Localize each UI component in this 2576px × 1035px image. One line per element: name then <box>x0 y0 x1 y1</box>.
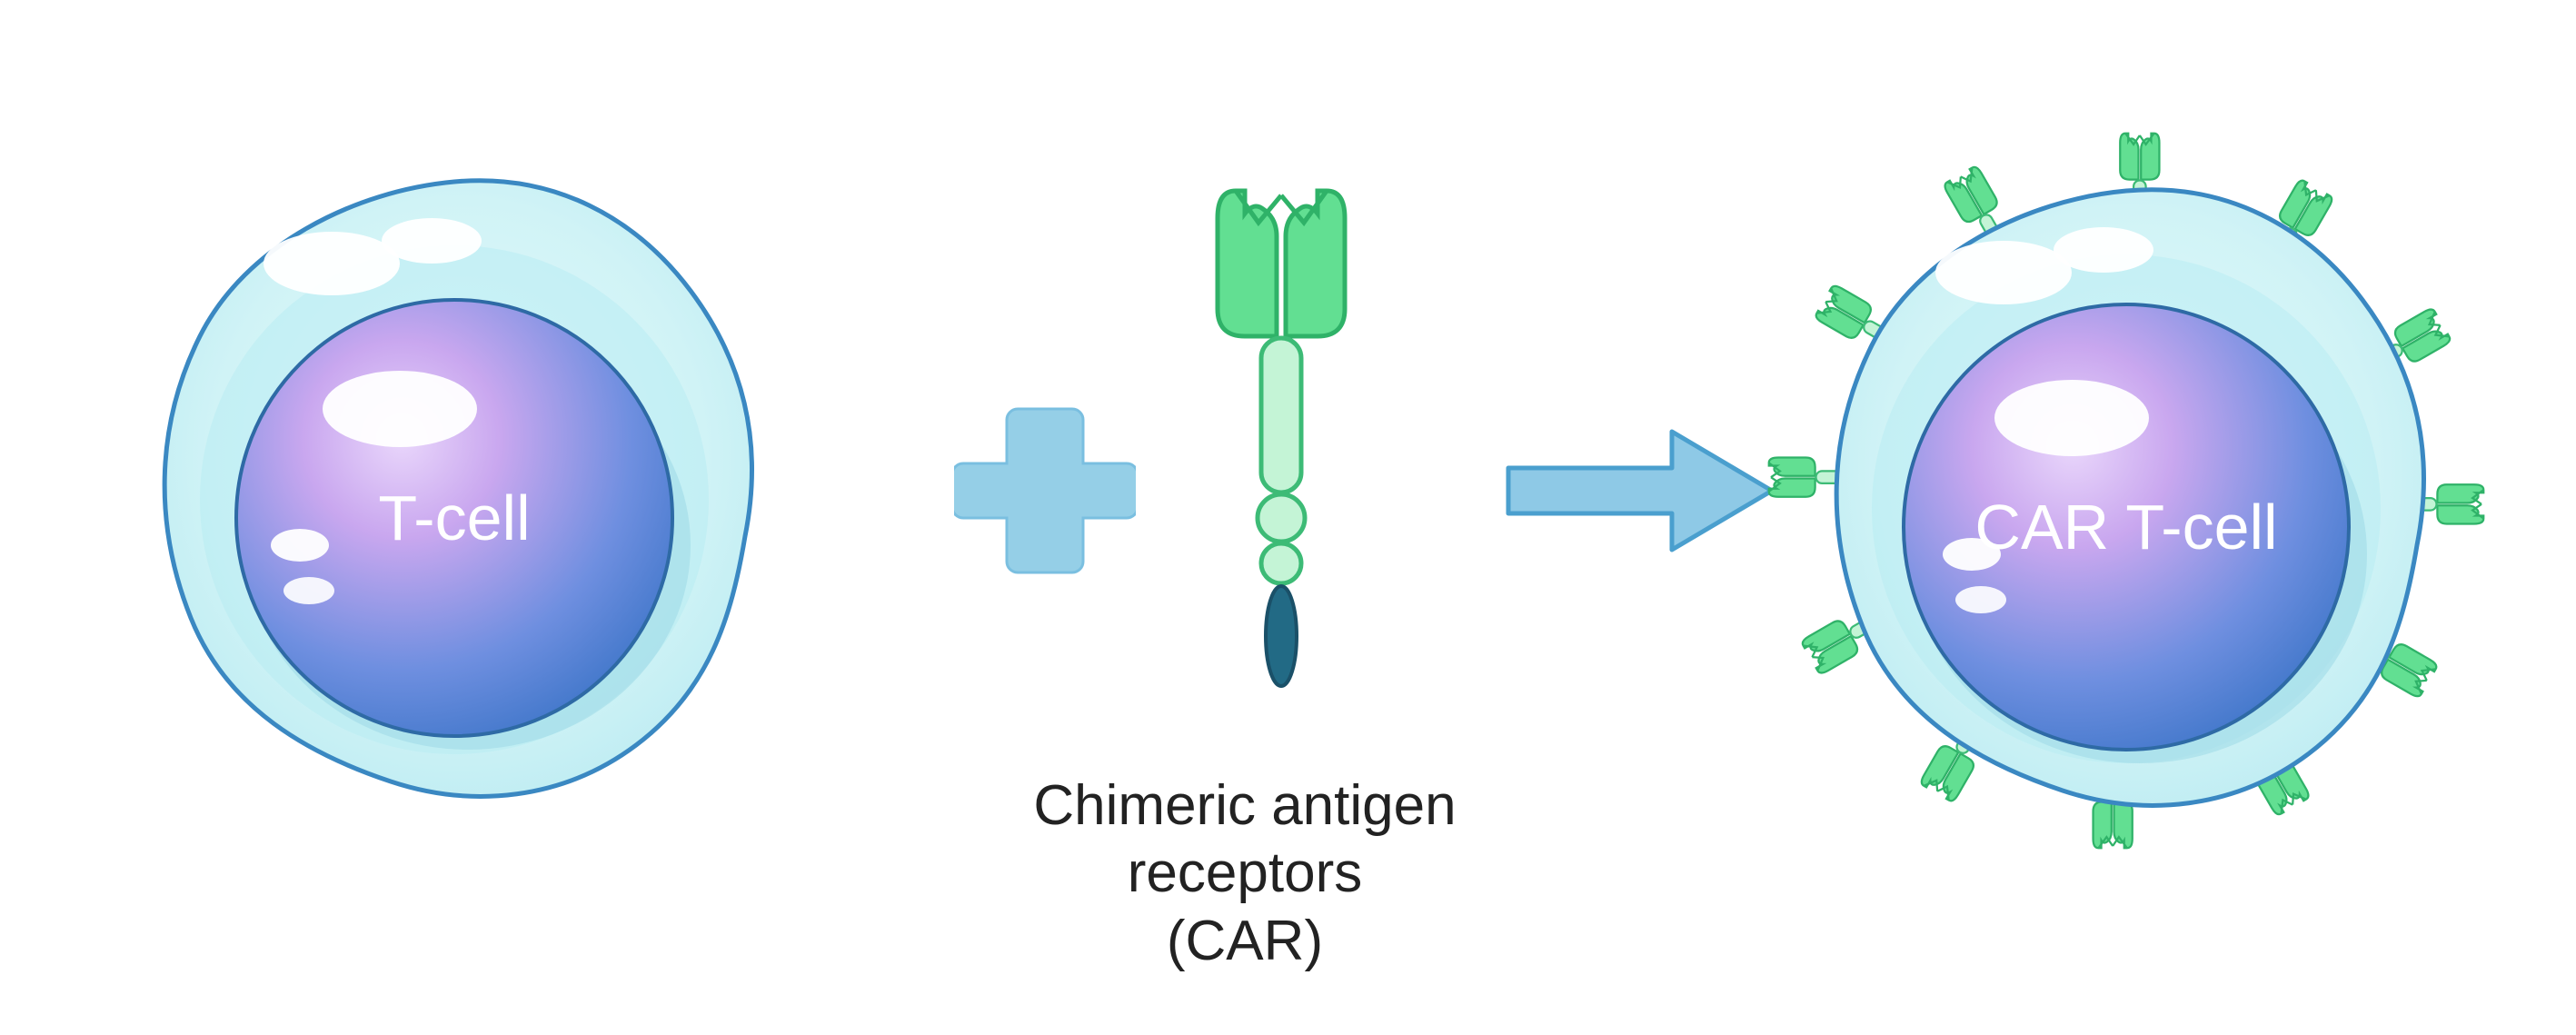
car-caption-line1: Chimeric antigen <box>927 772 1563 840</box>
car-caption: Chimeric antigen receptors (CAR) <box>927 772 1563 975</box>
car-caption-line3: (CAR) <box>927 908 1563 975</box>
car-caption-line2: receptors <box>927 840 1563 907</box>
plus-icon <box>954 400 1136 582</box>
cartcell-label: CAR T-cell <box>1944 491 2308 563</box>
arrow-icon <box>1499 418 1781 563</box>
tcell-label: T-cell <box>273 482 636 554</box>
diagram-stage: T-cell Chimeric antigen receptors (CAR) <box>0 0 2576 1035</box>
car-receptor-graphic <box>1190 182 1372 695</box>
